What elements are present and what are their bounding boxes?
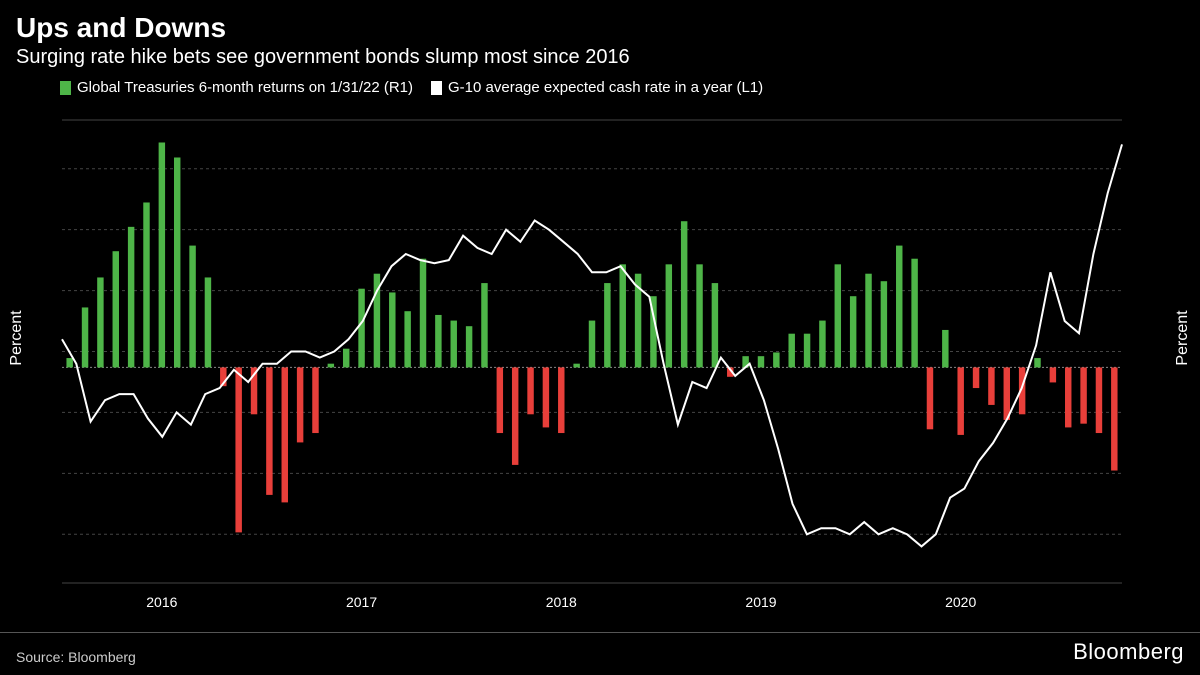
svg-text:2019: 2019 — [745, 594, 776, 610]
y-axis-right-label: Percent — [1174, 310, 1192, 365]
svg-text:2018: 2018 — [546, 594, 577, 610]
svg-text:2016: 2016 — [146, 594, 177, 610]
legend-item-bars: Global Treasuries 6-month returns on 1/3… — [60, 79, 413, 96]
chart-title: Ups and Downs — [0, 0, 1200, 46]
legend-label-bars: Global Treasuries 6-month returns on 1/3… — [77, 79, 413, 96]
chart-svg: -0.20.00.20.40.60.81.0-10-50510201620172… — [60, 118, 1124, 613]
brand-logo: Bloomberg — [1073, 639, 1184, 665]
chart-area: -0.20.00.20.40.60.81.0-10-50510201620172… — [60, 118, 1124, 613]
legend-label-line: G-10 average expected cash rate in a yea… — [448, 79, 763, 96]
legend-swatch-bar-icon — [60, 81, 71, 95]
y-axis-left-label: Percent — [8, 310, 26, 365]
svg-text:2017: 2017 — [346, 594, 377, 610]
chart-subtitle: Surging rate hike bets see government bo… — [0, 46, 1200, 77]
legend-swatch-line-icon — [431, 81, 442, 95]
source-text: Source: Bloomberg — [16, 649, 136, 665]
legend-item-line: G-10 average expected cash rate in a yea… — [431, 79, 763, 96]
legend: Global Treasuries 6-month returns on 1/3… — [0, 77, 1200, 102]
footer: Source: Bloomberg Bloomberg — [0, 632, 1200, 675]
svg-text:2020: 2020 — [945, 594, 976, 610]
